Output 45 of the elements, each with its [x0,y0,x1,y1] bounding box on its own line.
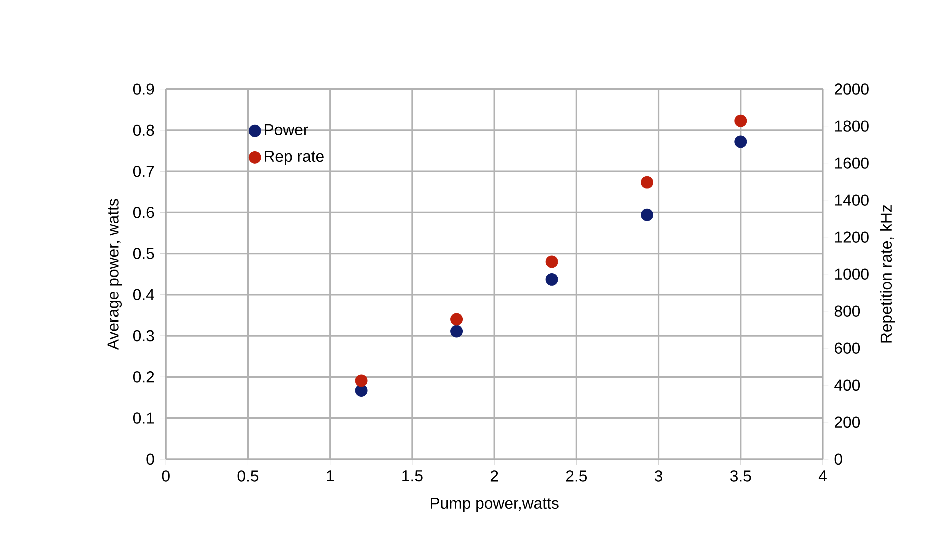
y2-tick-label: 2000 [834,84,869,96]
point [450,313,464,326]
y2-tick-label: 600 [835,342,860,354]
point [450,325,464,338]
point [546,256,558,268]
x-tick-label: 2.5 [566,470,588,482]
y-tick-label: 0.6 [133,207,154,218]
x-tick-label: 2 [490,470,498,482]
y2-axis-title: Repetition rate, kHz [880,206,896,343]
y2-tick-label: 200 [834,416,860,428]
y-tick-label: 0.9 [133,84,154,96]
y-tick-label: 0.5 [133,248,154,260]
y-tick-label: 0.2 [133,372,154,383]
point [355,374,368,388]
x-tick-label: 0.5 [238,470,259,482]
y2-tick-label: 1000 [835,268,869,280]
legend-label: Power [265,124,308,136]
y-axis-title: Average power, watts [108,199,122,350]
y-tick-label: 0.3 [133,330,154,342]
point [641,176,654,189]
y-tick-label: 0.1 [133,412,154,424]
x-tick-label: 4 [818,470,827,482]
point [734,136,748,148]
x-tick-label: 3.5 [730,470,752,482]
y2-tick-label: 400 [834,380,860,392]
point [546,274,558,286]
y-tick-label: 0.4 [133,289,154,301]
y2-tick-label: 1800 [835,120,869,132]
x-tick-label: 1 [327,470,334,482]
y-tick-label: 0.7 [133,166,154,178]
y2-tick-label: 1400 [835,194,869,206]
y2-tick-label: 1600 [835,158,869,170]
y2-tick-label: 1200 [835,232,869,244]
y-tick-label: 0.8 [133,124,154,136]
point [734,115,748,128]
legend-label: Rep rate [265,151,324,166]
x-axis-title: Pump power,watts [431,498,559,512]
y2-tick-label: 800 [834,306,860,318]
x-tick-label: 3 [654,470,662,482]
y2-tick-label: 0 [834,454,842,466]
y-tick-label: 0 [146,454,154,466]
point [355,384,368,398]
point [641,209,654,222]
x-tick-label: 0 [162,470,170,482]
x-tick-label: 1.5 [402,470,423,482]
